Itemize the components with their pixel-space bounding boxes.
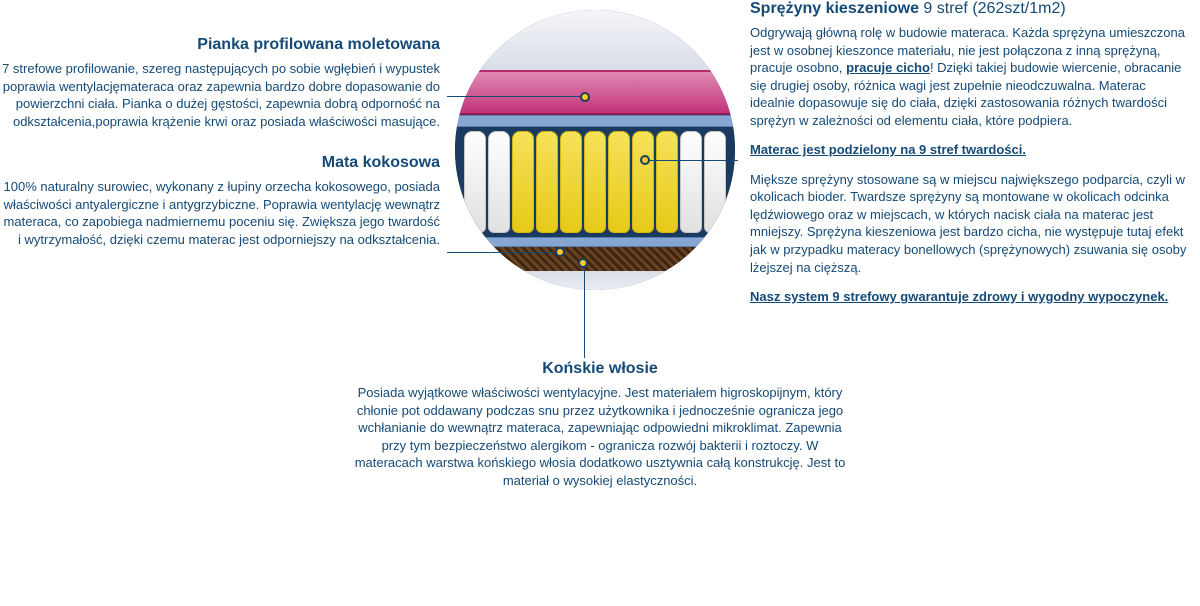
callout-line bbox=[447, 252, 555, 253]
layer-bottom-casing bbox=[455, 271, 735, 290]
spring-icon bbox=[488, 131, 510, 233]
springs-p1: Odgrywają główną rolę w budowie materaca… bbox=[750, 24, 1190, 129]
spring-icon bbox=[464, 131, 486, 233]
springs-title-light: 9 stref (262szt/1m2) bbox=[919, 0, 1066, 17]
springs-sub-underline: Materac jest podzielony na 9 stref tward… bbox=[750, 142, 1026, 157]
springs-title: Sprężyny kieszeniowe 9 stref (262szt/1m2… bbox=[750, 0, 1190, 18]
callout-line bbox=[650, 160, 738, 161]
right-column: Sprężyny kieszeniowe 9 stref (262szt/1m2… bbox=[740, 0, 1200, 322]
springs-p1-underline: pracuje cicho bbox=[846, 60, 930, 75]
mattress-cutaway-diagram bbox=[455, 10, 735, 290]
coco-body: 100% naturalny surowiec, wykonany z łupi… bbox=[0, 178, 440, 248]
left-column: Pianka profilowana moletowana 7 strefowe… bbox=[0, 0, 450, 264]
springs-subheading: Materac jest podzielony na 9 stref tward… bbox=[750, 141, 1190, 159]
section-horsehair: Końskie włosie Posiada wyjątkowe właściw… bbox=[350, 360, 850, 489]
callout-dot-icon bbox=[578, 258, 588, 268]
spring-icon bbox=[560, 131, 582, 233]
section-springs: Sprężyny kieszeniowe 9 stref (262szt/1m2… bbox=[750, 0, 1190, 306]
callout-line bbox=[584, 268, 585, 358]
spring-icon bbox=[512, 131, 534, 233]
springs-title-bold: Sprężyny kieszeniowe bbox=[750, 0, 919, 17]
layer-profiled-foam bbox=[455, 70, 735, 115]
callout-line bbox=[447, 96, 580, 97]
springs-p2: Miększe sprężyny stosowane są w miejscu … bbox=[750, 171, 1190, 276]
callout-dot-icon bbox=[640, 155, 650, 165]
infographic-root: Pianka profilowana moletowana 7 strefowe… bbox=[0, 0, 1200, 606]
layer-top-casing bbox=[455, 10, 735, 70]
section-foam: Pianka profilowana moletowana 7 strefowe… bbox=[0, 0, 440, 130]
spring-icon bbox=[704, 131, 726, 233]
section-coco: Mata kokosowa 100% naturalny surowiec, w… bbox=[0, 146, 440, 248]
spring-icon bbox=[584, 131, 606, 233]
layer-coconut-mat bbox=[455, 247, 735, 271]
spring-icon bbox=[680, 131, 702, 233]
layer-separator-top bbox=[455, 115, 735, 127]
foam-body: 7 strefowe profilowanie, szereg następuj… bbox=[0, 60, 440, 130]
foam-title: Pianka profilowana moletowana bbox=[0, 36, 440, 54]
callout-dot-icon bbox=[555, 247, 565, 257]
springs-closing-underline: Nasz system 9 strefowy gwarantuje zdrowy… bbox=[750, 289, 1168, 304]
coco-title: Mata kokosowa bbox=[0, 154, 440, 172]
layer-pocket-springs bbox=[455, 127, 735, 237]
spring-icon bbox=[608, 131, 630, 233]
diagram-circle bbox=[455, 10, 735, 290]
springs-closing: Nasz system 9 strefowy gwarantuje zdrowy… bbox=[750, 288, 1190, 306]
spring-icon bbox=[536, 131, 558, 233]
spring-icon bbox=[632, 131, 654, 233]
callout-dot-icon bbox=[580, 92, 590, 102]
springs-body: Odgrywają główną rolę w budowie materaca… bbox=[750, 24, 1190, 306]
horsehair-body: Posiada wyjątkowe właściwości wentylacyj… bbox=[350, 384, 850, 489]
spring-icon bbox=[656, 131, 678, 233]
horsehair-title: Końskie włosie bbox=[350, 360, 850, 378]
layer-separator-bottom bbox=[455, 237, 735, 247]
